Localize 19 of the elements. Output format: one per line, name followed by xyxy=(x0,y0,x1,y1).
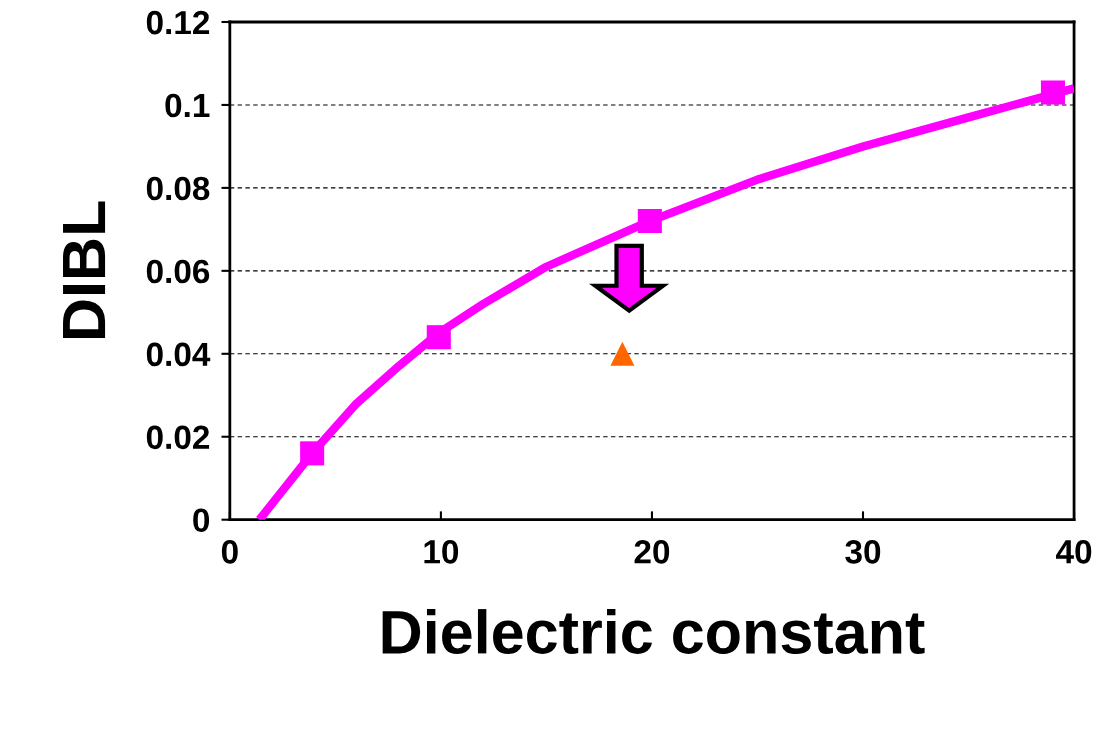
x-tick-label: 30 xyxy=(845,540,881,564)
point xyxy=(1040,80,1065,105)
x-axis-title: Dielectric constant xyxy=(382,609,925,654)
y-tick-label: 0.06 xyxy=(146,259,210,284)
point xyxy=(426,325,451,350)
y-tick-label: 0.04 xyxy=(146,342,211,367)
x-tick-label: 40 xyxy=(1056,540,1092,564)
y-tick-label: 0.12 xyxy=(146,10,210,35)
point xyxy=(610,341,635,366)
point xyxy=(637,209,662,234)
y-tick-label: 0.08 xyxy=(146,176,210,201)
x-tick-label: 10 xyxy=(424,540,459,564)
y-tick-label: 0.02 xyxy=(146,425,210,450)
y-tick-label: 0.1 xyxy=(165,93,210,118)
x-tick-label: 0 xyxy=(221,540,238,564)
y-tick-label: 0 xyxy=(193,508,210,533)
x-tick-label: 20 xyxy=(634,540,670,564)
point xyxy=(300,441,325,466)
y-axis-title: DIBL xyxy=(63,201,106,339)
